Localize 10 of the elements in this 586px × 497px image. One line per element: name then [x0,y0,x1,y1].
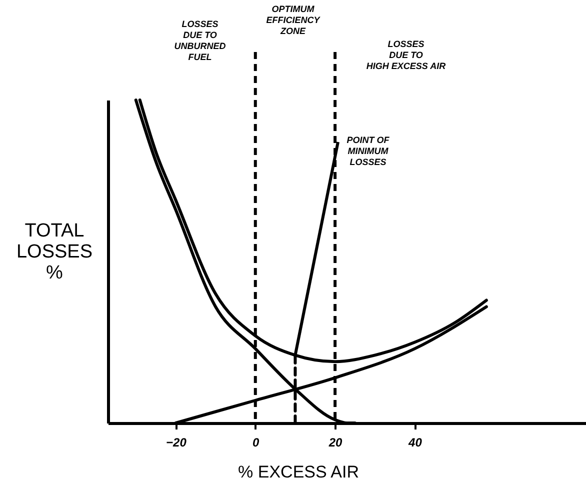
x-tick-label: 0 [252,436,260,450]
text: LOSSES DUE TO HIGH EXCESS AIR [366,39,446,71]
text: OPTIMUM EFFICIENCY ZONE [266,4,321,36]
y-axis-title: TOTAL LOSSES % [16,220,93,284]
x-axis-title: % EXCESS AIR [238,462,359,482]
x-tick-label: −20 [166,436,187,450]
annotation: POINT OF MINIMUM LOSSES [346,135,390,167]
x-tick-label: 20 [328,436,343,450]
text: LOSSES DUE TO UNBURNED FUEL [174,19,226,62]
x-tick-label: 40 [408,436,422,450]
